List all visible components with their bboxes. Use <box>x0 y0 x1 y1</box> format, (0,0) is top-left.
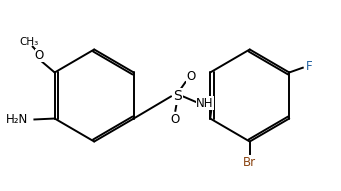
Text: O: O <box>171 113 180 126</box>
Text: Br: Br <box>243 156 256 169</box>
Text: F: F <box>306 60 312 73</box>
Text: NH: NH <box>196 97 213 110</box>
Text: H₂N: H₂N <box>5 113 28 126</box>
Text: O: O <box>35 49 44 62</box>
Text: CH₃: CH₃ <box>20 37 39 47</box>
Text: S: S <box>173 89 181 104</box>
Text: O: O <box>186 70 195 83</box>
